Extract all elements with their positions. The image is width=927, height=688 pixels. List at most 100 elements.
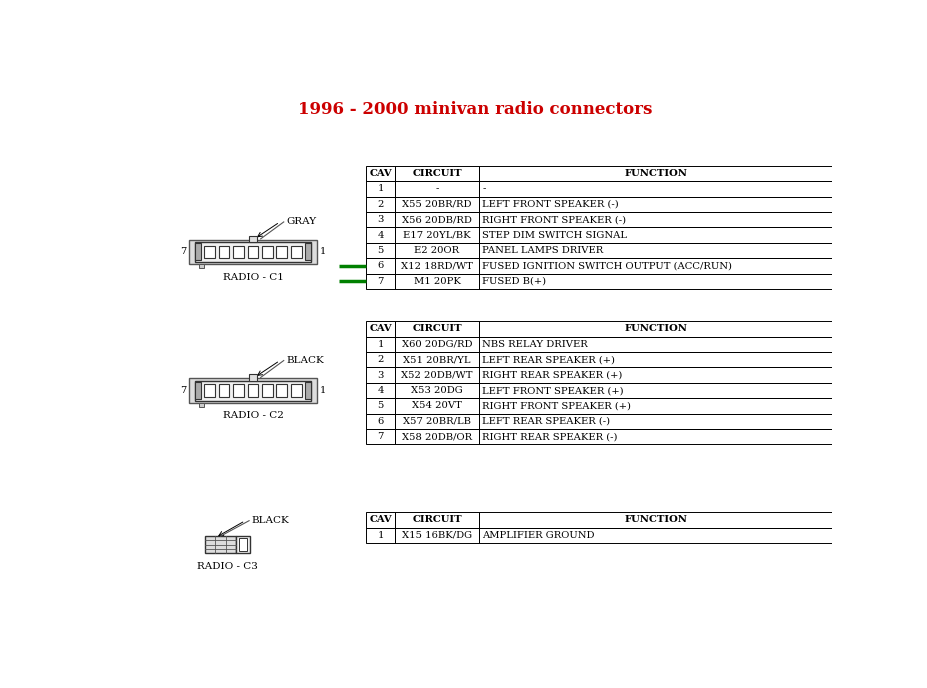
Bar (196, 382, 200, 399)
Text: CAV: CAV (370, 515, 392, 524)
Bar (305, 382, 311, 399)
Bar (478, 227, 834, 243)
Text: X52 20DB/WT: X52 20DB/WT (401, 371, 473, 380)
Bar (478, 212, 834, 227)
Text: PANEL LAMPS DRIVER: PANEL LAMPS DRIVER (482, 246, 603, 255)
Text: X15 16BK/DG: X15 16BK/DG (402, 531, 472, 540)
Bar (199, 264, 204, 268)
Text: LEFT REAR SPEAKER (+): LEFT REAR SPEAKER (+) (482, 355, 616, 364)
Bar (249, 374, 257, 380)
Text: RADIO - C2: RADIO - C2 (222, 411, 284, 420)
Bar (396, 274, 478, 289)
Text: 3: 3 (377, 371, 384, 380)
Text: X54 20VT: X54 20VT (412, 402, 462, 411)
Text: 3: 3 (377, 215, 384, 224)
Text: 1: 1 (320, 248, 326, 257)
Text: RIGHT REAR SPEAKER (+): RIGHT REAR SPEAKER (+) (482, 371, 623, 380)
Bar (478, 258, 834, 274)
Bar (249, 236, 257, 242)
Bar (396, 197, 478, 212)
Bar (248, 246, 259, 258)
Bar (366, 398, 396, 413)
Bar (291, 246, 301, 258)
Bar (396, 321, 478, 336)
Bar (366, 513, 396, 528)
Bar (305, 244, 311, 261)
Bar (236, 536, 250, 553)
Bar (396, 398, 478, 413)
Text: X58 20DB/OR: X58 20DB/OR (402, 432, 472, 441)
Bar (478, 243, 834, 258)
Text: CIRCUIT: CIRCUIT (413, 515, 462, 524)
Bar (196, 380, 311, 400)
Text: CIRCUIT: CIRCUIT (413, 169, 462, 178)
Bar (366, 197, 396, 212)
Text: 1: 1 (377, 340, 384, 349)
Bar (478, 321, 834, 336)
Bar (366, 321, 396, 336)
Text: BLACK: BLACK (251, 516, 289, 525)
Bar (396, 352, 478, 367)
Bar (396, 528, 478, 543)
Text: FUNCTION: FUNCTION (625, 325, 688, 334)
Bar (396, 429, 478, 444)
Bar (262, 385, 273, 397)
Text: 5: 5 (377, 246, 384, 255)
Text: 6: 6 (377, 261, 384, 270)
Bar (233, 246, 244, 258)
Text: 7: 7 (180, 386, 186, 395)
Bar (199, 403, 204, 407)
Text: -: - (482, 184, 486, 193)
Bar (396, 367, 478, 383)
Text: 7: 7 (180, 248, 186, 257)
Bar (205, 536, 236, 553)
Text: E2 20OR: E2 20OR (414, 246, 460, 255)
Bar (204, 246, 215, 258)
Bar (396, 227, 478, 243)
Text: CAV: CAV (370, 169, 392, 178)
Bar (233, 385, 244, 397)
Text: AMPLIFIER GROUND: AMPLIFIER GROUND (482, 531, 595, 540)
Text: 7: 7 (377, 277, 384, 286)
Bar (396, 258, 478, 274)
Bar (366, 413, 396, 429)
Bar (204, 385, 215, 397)
Bar (366, 166, 396, 181)
Bar (366, 528, 396, 543)
Bar (478, 336, 834, 352)
Bar (478, 274, 834, 289)
Bar (396, 413, 478, 429)
Bar (219, 385, 230, 397)
Text: LEFT FRONT SPEAKER (-): LEFT FRONT SPEAKER (-) (482, 200, 619, 208)
Bar (478, 367, 834, 383)
Bar (366, 181, 396, 197)
Bar (291, 385, 301, 397)
Bar (366, 367, 396, 383)
Bar (276, 385, 287, 397)
Text: 5: 5 (377, 402, 384, 411)
Bar (478, 513, 834, 528)
Bar (396, 383, 478, 398)
Text: 4: 4 (377, 386, 384, 395)
Text: X12 18RD/WT: X12 18RD/WT (401, 261, 473, 270)
Text: 1: 1 (377, 531, 384, 540)
Text: 6: 6 (377, 417, 384, 426)
Bar (262, 246, 273, 258)
Text: 1996 - 2000 minivan radio connectors: 1996 - 2000 minivan radio connectors (298, 101, 652, 118)
Bar (396, 336, 478, 352)
Bar (219, 246, 230, 258)
Text: 4: 4 (377, 230, 384, 239)
Bar (478, 413, 834, 429)
Text: CIRCUIT: CIRCUIT (413, 325, 462, 334)
Text: NBS RELAY DRIVER: NBS RELAY DRIVER (482, 340, 588, 349)
Bar (366, 243, 396, 258)
Bar (366, 429, 396, 444)
Text: X60 20DG/RD: X60 20DG/RD (401, 340, 472, 349)
Bar (366, 383, 396, 398)
Text: LEFT FRONT SPEAKER (+): LEFT FRONT SPEAKER (+) (482, 386, 624, 395)
Text: FUNCTION: FUNCTION (625, 169, 688, 178)
Bar (396, 212, 478, 227)
Text: 1: 1 (320, 386, 326, 395)
Bar (248, 385, 259, 397)
Bar (396, 166, 478, 181)
